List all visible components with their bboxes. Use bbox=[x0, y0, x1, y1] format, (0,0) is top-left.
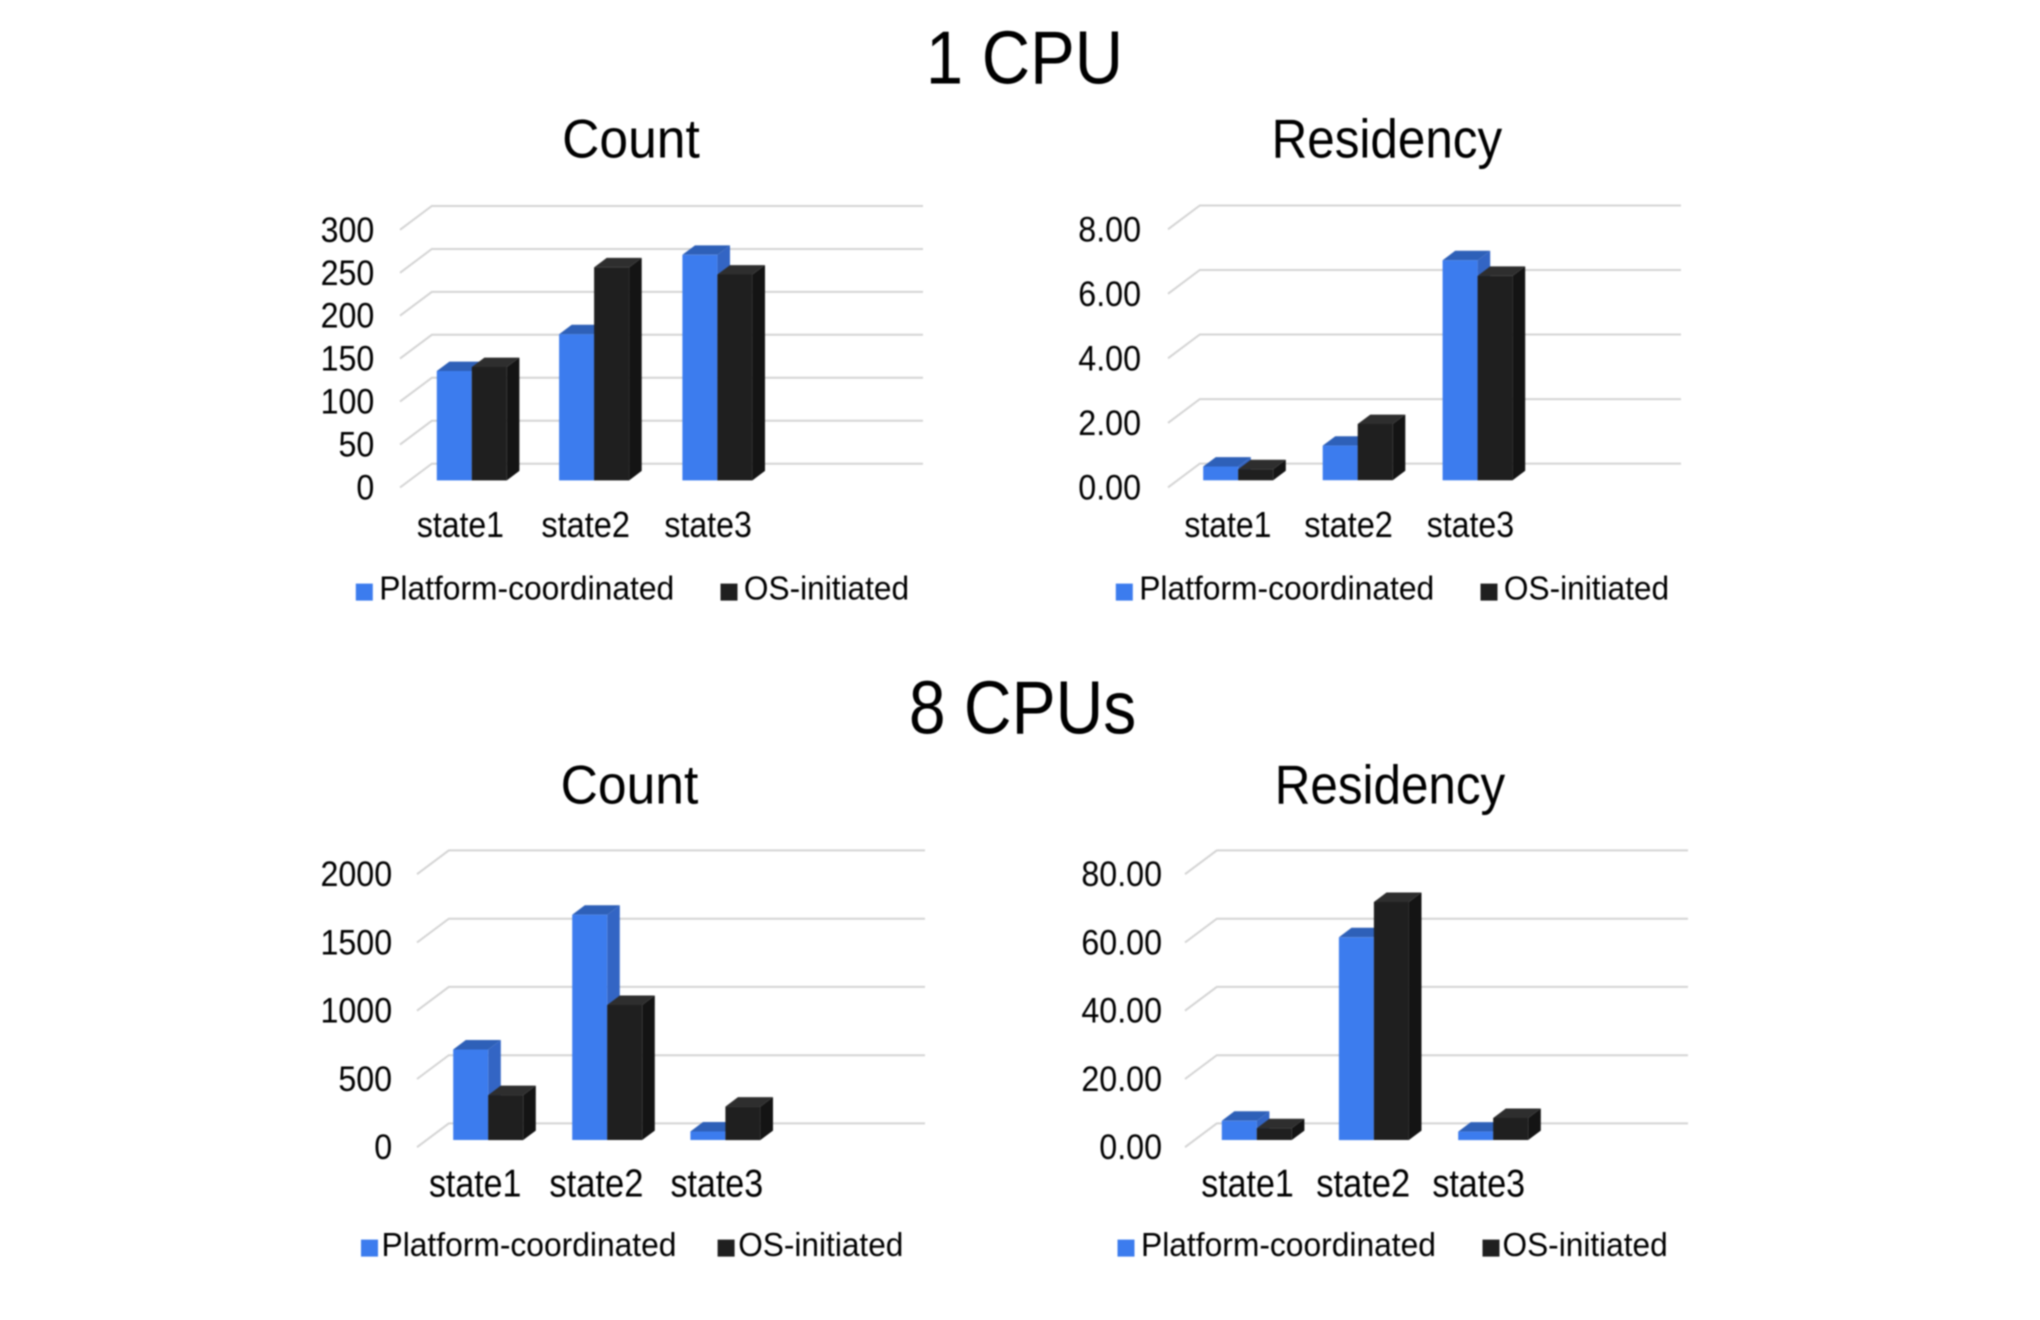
svg-text:Count: Count bbox=[562, 107, 700, 169]
svg-text:state1: state1 bbox=[1184, 504, 1271, 545]
svg-text:6.00: 6.00 bbox=[1078, 275, 1141, 314]
svg-text:50: 50 bbox=[339, 426, 375, 465]
svg-text:state2: state2 bbox=[549, 1162, 643, 1205]
svg-text:2.00: 2.00 bbox=[1078, 404, 1141, 443]
svg-text:8.00: 8.00 bbox=[1078, 210, 1141, 249]
svg-text:0: 0 bbox=[356, 469, 374, 508]
svg-text:state2: state2 bbox=[1316, 1162, 1410, 1205]
svg-text:0.00: 0.00 bbox=[1099, 1128, 1162, 1167]
svg-text:1 CPU: 1 CPU bbox=[926, 16, 1123, 100]
svg-text:80.00: 80.00 bbox=[1081, 855, 1162, 894]
svg-text:Platform-coordinated: Platform-coordinated bbox=[382, 1226, 677, 1263]
svg-text:Count: Count bbox=[561, 754, 699, 816]
svg-text:Platform-coordinated: Platform-coordinated bbox=[1141, 1226, 1436, 1263]
svg-text:1000: 1000 bbox=[321, 992, 393, 1031]
svg-text:state1: state1 bbox=[417, 504, 504, 545]
svg-text:state3: state3 bbox=[670, 1162, 763, 1205]
svg-text:state3: state3 bbox=[1427, 504, 1514, 545]
svg-text:20.00: 20.00 bbox=[1081, 1060, 1162, 1099]
svg-text:state2: state2 bbox=[1304, 504, 1393, 545]
svg-text:4.00: 4.00 bbox=[1078, 339, 1141, 378]
svg-text:0: 0 bbox=[374, 1128, 392, 1167]
svg-text:8 CPUs: 8 CPUs bbox=[909, 666, 1136, 750]
svg-text:40.00: 40.00 bbox=[1081, 992, 1162, 1031]
svg-text:state3: state3 bbox=[1432, 1162, 1525, 1205]
svg-text:500: 500 bbox=[338, 1060, 392, 1099]
svg-text:state1: state1 bbox=[429, 1162, 522, 1205]
svg-text:state2: state2 bbox=[541, 504, 630, 545]
svg-text:Platform-coordinated: Platform-coordinated bbox=[379, 570, 674, 607]
svg-text:OS-initiated: OS-initiated bbox=[1504, 570, 1669, 607]
svg-text:150: 150 bbox=[321, 340, 375, 379]
svg-text:OS-initiated: OS-initiated bbox=[744, 570, 909, 607]
svg-text:200: 200 bbox=[321, 297, 375, 336]
svg-text:100: 100 bbox=[321, 383, 375, 422]
svg-text:state3: state3 bbox=[664, 504, 751, 545]
svg-text:2000: 2000 bbox=[321, 855, 393, 894]
svg-text:250: 250 bbox=[321, 254, 375, 293]
svg-text:state1: state1 bbox=[1201, 1162, 1294, 1205]
svg-text:OS-initiated: OS-initiated bbox=[738, 1226, 903, 1263]
svg-text:300: 300 bbox=[321, 211, 375, 250]
svg-text:Residency: Residency bbox=[1275, 754, 1506, 816]
svg-text:1500: 1500 bbox=[321, 924, 393, 963]
svg-text:Platform-coordinated: Platform-coordinated bbox=[1139, 570, 1434, 607]
svg-text:Residency: Residency bbox=[1272, 107, 1503, 169]
svg-text:60.00: 60.00 bbox=[1081, 924, 1162, 963]
svg-text:0.00: 0.00 bbox=[1078, 468, 1141, 507]
svg-text:OS-initiated: OS-initiated bbox=[1503, 1226, 1668, 1263]
